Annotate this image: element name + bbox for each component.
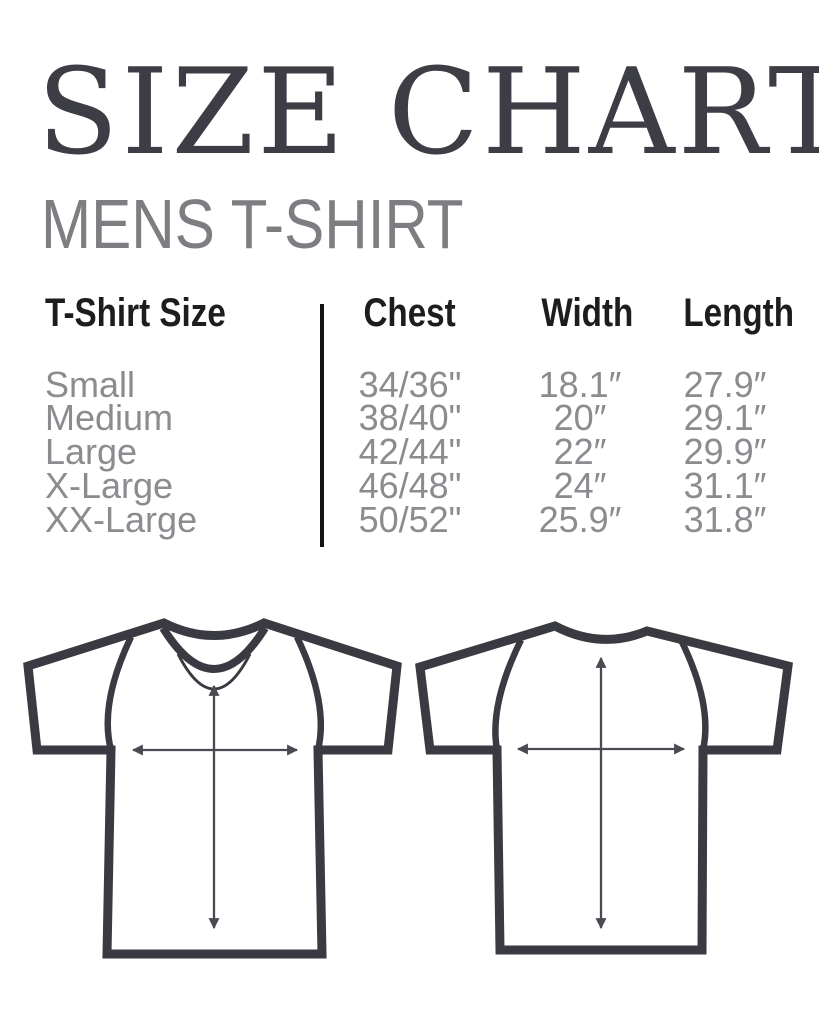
row-chest-value: 42/44" xyxy=(358,431,462,473)
collar-outer-icon xyxy=(159,625,269,673)
row-length-value: 31.8″ xyxy=(683,498,767,540)
table-row: X-Large 46/48" 24″ 31.1″ xyxy=(45,464,790,506)
table-divider-line xyxy=(320,304,324,547)
left-sleeve-seam xyxy=(492,638,524,751)
row-width-value: 25.9″ xyxy=(538,498,622,540)
page-subtitle: MENS T-SHIRT xyxy=(41,185,464,263)
row-length-value: 31.1″ xyxy=(683,464,767,506)
right-sleeve-seam xyxy=(294,635,325,751)
tshirt-front-diagram xyxy=(23,618,402,959)
table-row: Small 34/36" 18.1″ 27.9″ xyxy=(45,363,790,405)
page-title: SIZE CHART xyxy=(37,44,819,182)
row-width-value: 20″ xyxy=(553,397,607,439)
row-width-value: 18.1″ xyxy=(538,363,622,405)
size-table: T-Shirt Size Chest Width Length Small 34… xyxy=(45,291,794,540)
table-row: Medium 38/40" 20″ 29.1″ xyxy=(45,397,790,439)
row-width-value: 24″ xyxy=(553,464,607,506)
column-header-length: Length xyxy=(683,291,794,335)
row-size-label: Medium xyxy=(45,397,174,439)
row-length-value: 29.1″ xyxy=(683,397,767,439)
row-chest-value: 34/36" xyxy=(358,363,462,405)
table-header-row: T-Shirt Size Chest Width Length xyxy=(45,291,794,335)
row-chest-value: 38/40" xyxy=(358,397,462,439)
row-chest-value: 46/48" xyxy=(358,464,462,506)
tshirt-diagrams xyxy=(23,618,793,959)
column-header-chest: Chest xyxy=(363,291,457,335)
row-length-value: 29.9″ xyxy=(683,431,767,473)
tshirt-back-diagram xyxy=(415,621,793,955)
left-sleeve-seam xyxy=(104,635,134,751)
column-header-size: T-Shirt Size xyxy=(45,291,226,335)
row-size-label: Large xyxy=(45,431,138,473)
row-width-value: 22″ xyxy=(553,431,607,473)
tshirt-back-outline-icon xyxy=(415,621,793,955)
row-length-value: 27.9″ xyxy=(683,363,767,405)
row-size-label: X-Large xyxy=(45,464,174,506)
table-body: Small 34/36" 18.1″ 27.9″ Medium 38/40" 2… xyxy=(45,363,790,540)
table-row: XX-Large 50/52" 25.9″ 31.8″ xyxy=(45,498,790,540)
row-chest-value: 50/52" xyxy=(358,498,462,540)
row-size-label: Small xyxy=(45,363,136,405)
row-size-label: XX-Large xyxy=(45,498,198,540)
column-header-width: Width xyxy=(541,291,633,335)
right-sleeve-seam xyxy=(678,638,709,751)
table-row: Large 42/44" 22″ 29.9″ xyxy=(45,431,790,473)
